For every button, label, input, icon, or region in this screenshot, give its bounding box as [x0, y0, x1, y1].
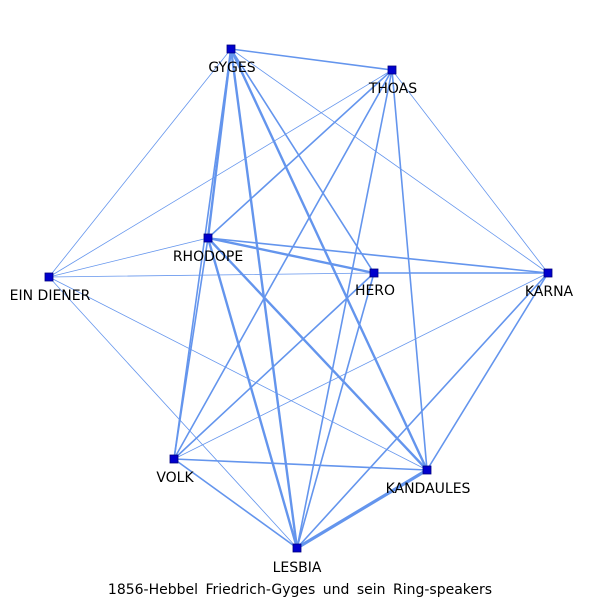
node-lesbia-label: LESBIA: [273, 560, 322, 576]
nodes-layer: GYGES THOAS RHODOPE EIN DIENER HERO KARNA VOLK…: [10, 44, 574, 576]
edge-thoas-lesbia: [296, 69, 393, 549]
node-gyges-label: GYGES: [208, 60, 255, 76]
edge-ein-diener-kandaules: [48, 276, 428, 471]
edge-volk-kandaules: [173, 458, 428, 471]
node-karna-marker: [543, 268, 553, 278]
edge-thoas-volk: [173, 69, 393, 460]
node-lesbia-marker: [292, 543, 302, 553]
graph-title: 1856-Hebbel Friedrich-Gyges und sein Rin…: [107, 582, 493, 598]
node-kandaules-label: KANDAULES: [386, 481, 471, 497]
edge-karna-kandaules: [426, 272, 549, 471]
edge-karna-lesbia: [296, 272, 549, 549]
edges-layer: [48, 47, 549, 550]
edge-hero-lesbia: [296, 272, 375, 549]
node-hero-marker: [369, 268, 379, 278]
node-gyges-marker: [226, 44, 236, 54]
edge-volk-lesbia: [173, 458, 298, 549]
edge-gyges-ein-diener: [48, 48, 232, 278]
node-kandaules-marker: [422, 465, 432, 475]
edge-gyges-hero: [230, 48, 375, 274]
edge-kandaules-lesbia: [295, 468, 429, 550]
edge-gyges-karna: [230, 48, 549, 274]
node-karna-label: KARNA: [525, 284, 574, 300]
edge-gyges-kandaules: [229, 47, 429, 472]
edge-rhodope-hero: [206, 236, 376, 275]
edge-rhodope-ein-diener: [48, 237, 209, 278]
edge-karna-volk: [173, 272, 549, 460]
edge-rhodope-volk: [173, 237, 209, 460]
node-ein-diener-marker: [44, 272, 54, 282]
node-thoas-marker: [387, 65, 397, 75]
edge-gyges-thoas: [230, 48, 393, 71]
edge-hero-volk: [173, 272, 375, 460]
edge-thoas-karna: [391, 69, 549, 274]
edge-gyges-volk: [173, 48, 232, 460]
node-rhodope-label: RHODOPE: [173, 249, 243, 265]
edge-thoas-rhodope: [207, 69, 393, 239]
edge-thoas-ein-diener: [48, 69, 393, 278]
node-rhodope-marker: [203, 233, 213, 243]
node-volk-marker: [169, 454, 179, 464]
node-volk-label: VOLK: [156, 470, 194, 486]
edge-thoas-kandaules: [391, 69, 428, 471]
edge-ein-diener-lesbia: [48, 276, 298, 549]
node-hero-label: HERO: [355, 283, 395, 299]
edge-ein-diener-hero: [48, 272, 375, 278]
edge-rhodope-karna: [207, 237, 549, 274]
edge-rhodope-kandaules: [206, 236, 429, 472]
node-ein-diener-label: EIN DIENER: [10, 288, 91, 304]
edge-rhodope-lesbia: [206, 236, 299, 550]
node-thoas-label: THOAS: [368, 81, 417, 97]
